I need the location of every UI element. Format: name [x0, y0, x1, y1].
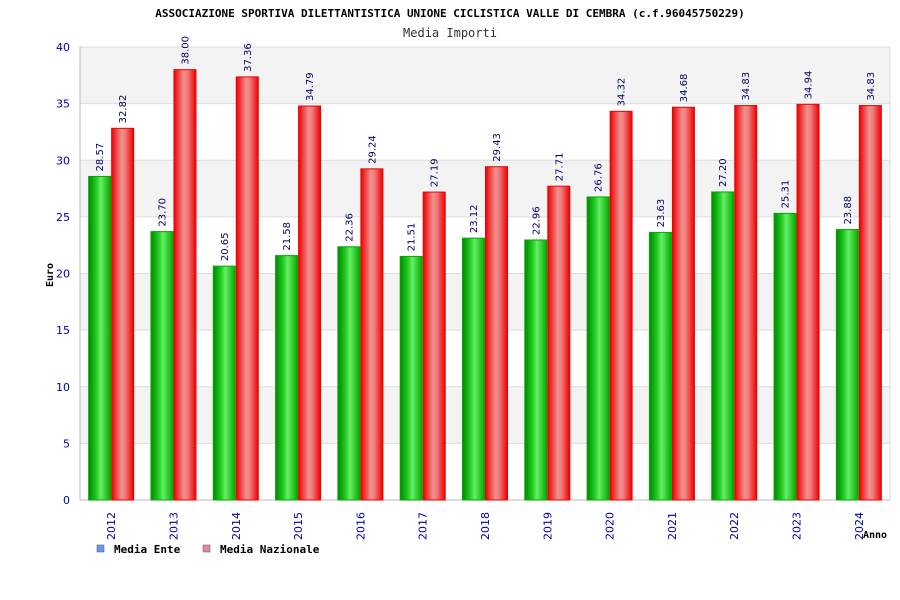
data-label: 34.68 [679, 74, 690, 103]
grid-band [80, 103, 890, 161]
legend-swatch [202, 544, 211, 553]
x-tick-label: 2022 [728, 512, 741, 540]
data-label: 34.79 [305, 72, 316, 101]
data-label: 26.76 [594, 163, 605, 192]
data-label: 37.36 [243, 43, 254, 72]
y-axis-label: Euro [45, 263, 56, 287]
data-label: 22.96 [531, 206, 542, 235]
data-label: 27.19 [430, 158, 441, 187]
bar-media-nazionale [111, 127, 135, 501]
bars-group: 28.57 32.82 23.70 38.00 20.65 37.36 21.58 34.79… [88, 36, 882, 501]
y-tick-label: 0 [63, 494, 70, 507]
data-label: 38.00 [180, 36, 191, 65]
bar-media-ente [399, 255, 423, 501]
data-label: 20.65 [220, 232, 231, 261]
y-tick-label: 5 [63, 437, 70, 450]
bar-media-ente [150, 231, 174, 501]
bar-media-nazionale [173, 69, 197, 501]
data-label: 34.32 [617, 78, 628, 107]
x-tick-label: 2019 [541, 512, 554, 540]
bar-media-ente [648, 231, 672, 501]
bar-media-nazionale [360, 168, 384, 501]
bar-media-ente [275, 255, 299, 501]
bar-media-nazionale [796, 103, 820, 501]
data-label: 27.71 [554, 153, 565, 182]
data-label: 28.57 [95, 143, 106, 172]
chart-title: ASSOCIAZIONE SPORTIVA DILETTANTISTICA UN… [155, 7, 744, 20]
bar-media-ente [773, 212, 797, 501]
data-label: 21.58 [282, 222, 293, 251]
bar-media-ente [711, 191, 735, 501]
bar-media-ente [337, 246, 361, 501]
x-tick-label: 2017 [417, 512, 430, 540]
x-tick-label: 2018 [479, 512, 492, 540]
chart-subtitle: Media Importi [403, 26, 497, 40]
bar-media-ente [586, 196, 610, 501]
data-label: 21.51 [407, 223, 418, 252]
bar-media-ente [212, 265, 236, 501]
data-label: 23.70 [157, 198, 168, 227]
y-tick-label: 25 [56, 211, 70, 224]
data-label: 34.94 [804, 71, 815, 100]
y-tick-label: 35 [56, 98, 70, 111]
y-tick-label: 10 [56, 381, 70, 394]
tick-labels: 0 5 10 15 20 25 30 35 40 2012 2013 2014 2015 2016 2017… [56, 41, 866, 540]
y-tick-label: 30 [56, 154, 70, 167]
bar-media-nazionale [547, 185, 571, 501]
bar-media-ente [524, 239, 548, 501]
bar-media-nazionale [485, 166, 508, 501]
x-tick-label: 2024 [853, 512, 866, 540]
grid-band [80, 47, 890, 104]
data-label: 29.24 [367, 135, 378, 164]
data-label: 32.82 [118, 95, 129, 124]
data-label: 27.20 [718, 158, 729, 187]
x-tick-label: 2015 [292, 512, 305, 540]
bar-media-nazionale [734, 105, 758, 501]
data-label: 23.88 [843, 196, 854, 225]
data-label: 23.63 [656, 199, 667, 228]
legend: Media Ente Media Nazionale [96, 543, 320, 556]
legend-label: Media Nazionale [220, 543, 320, 556]
x-tick-label: 2023 [791, 512, 804, 540]
x-tick-label: 2020 [604, 512, 617, 540]
x-tick-label: 2016 [354, 512, 367, 540]
data-label: 29.43 [492, 133, 503, 162]
bar-media-ente [88, 175, 112, 501]
bar-media-nazionale [422, 191, 446, 501]
y-tick-label: 40 [56, 41, 70, 54]
x-tick-label: 2012 [105, 512, 118, 540]
data-label: 34.83 [866, 72, 877, 101]
bar-media-nazionale [235, 76, 259, 501]
y-tick-label: 15 [56, 324, 70, 337]
legend-swatch [96, 544, 105, 553]
x-tick-label: 2014 [230, 512, 243, 540]
bar-media-nazionale [858, 105, 882, 501]
bar-media-nazionale [671, 106, 695, 501]
bar-media-ente [835, 229, 859, 501]
legend-label: Media Ente [114, 543, 181, 556]
data-label: 34.83 [741, 72, 752, 101]
x-axis-label: Anno [863, 530, 887, 541]
x-tick-label: 2013 [167, 512, 180, 540]
bar-media-nazionale [298, 105, 322, 501]
x-tick-label: 2021 [666, 512, 679, 540]
data-label: 25.31 [781, 180, 792, 209]
bar-media-nazionale [609, 110, 633, 501]
y-tick-label: 20 [56, 268, 70, 281]
bar-media-ente [462, 237, 485, 501]
data-label: 22.36 [344, 213, 355, 242]
data-label: 23.12 [469, 205, 480, 234]
